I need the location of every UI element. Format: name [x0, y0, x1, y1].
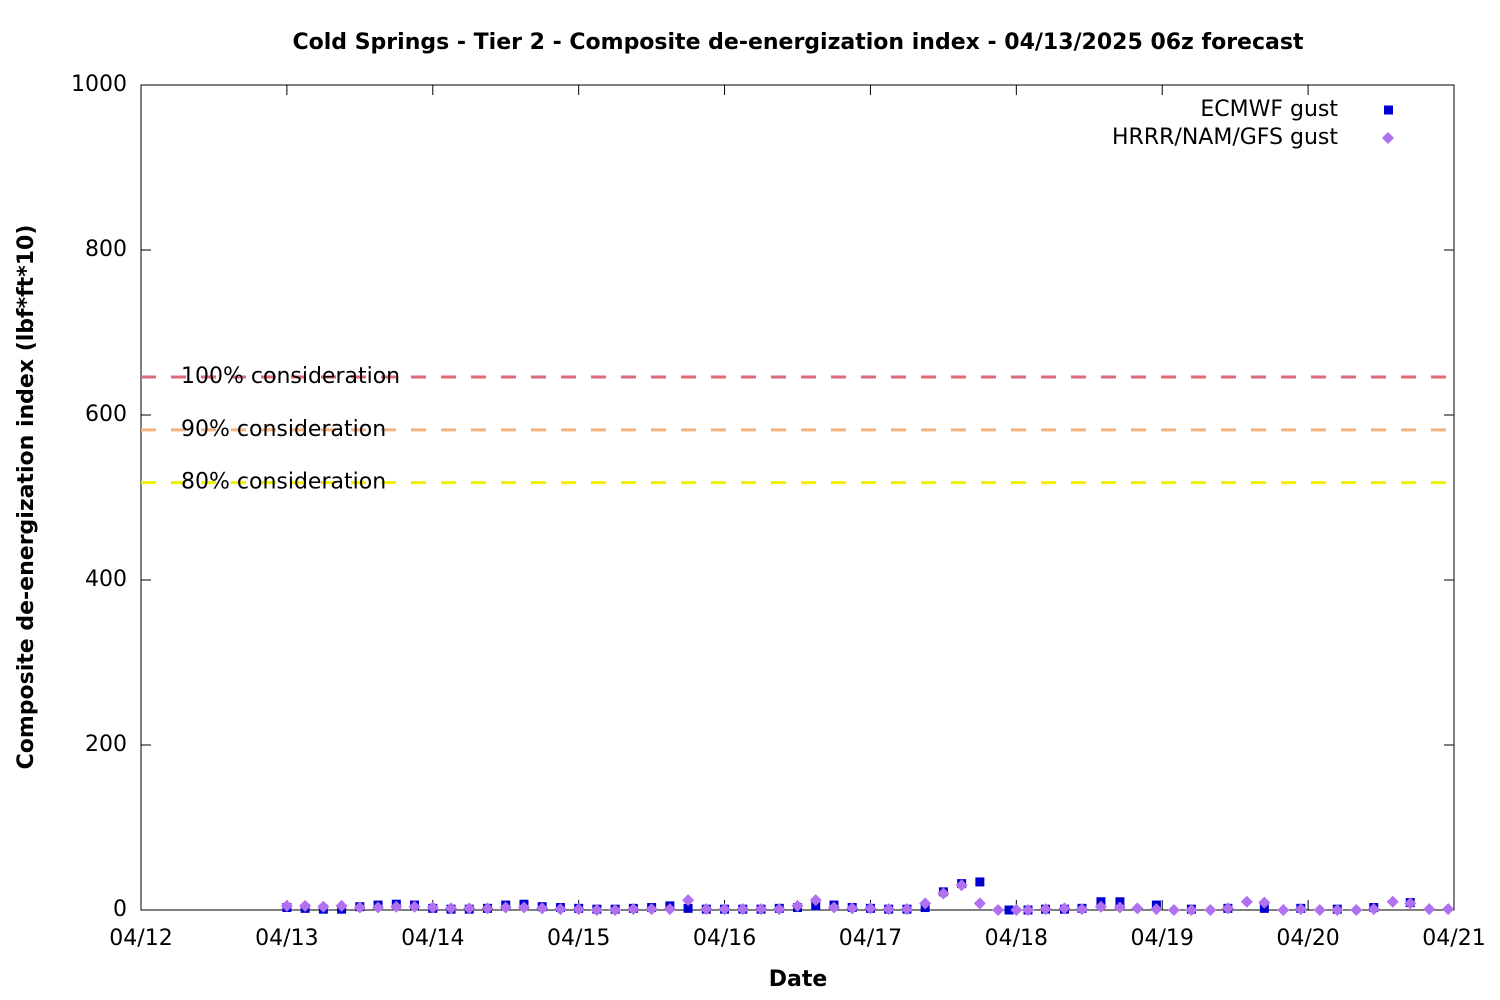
data-point [627, 903, 640, 916]
data-point [572, 903, 585, 916]
threshold-label: 80% consideration [181, 470, 386, 495]
data-point [846, 902, 859, 915]
data-point [827, 901, 840, 914]
data-point [408, 900, 421, 913]
plot-frame [140, 84, 1455, 911]
x-tick-label: 04/18 [985, 926, 1048, 951]
data-point [426, 901, 439, 914]
data-point [809, 894, 822, 907]
data-point [864, 902, 877, 915]
data-point [1442, 903, 1455, 916]
data-point [1240, 895, 1253, 908]
legend-label: ECMWF gust [1200, 97, 1338, 122]
x-axis-title: Date [769, 967, 828, 992]
data-point [463, 902, 476, 915]
data-point [937, 887, 950, 900]
chart-title: Cold Springs - Tier 2 - Composite de-ene… [293, 30, 1304, 55]
data-point [1277, 904, 1290, 916]
data-point [590, 904, 603, 916]
data-point [1367, 903, 1380, 916]
data-point [919, 897, 932, 910]
threshold-label: 100% consideration [181, 364, 400, 389]
data-point [1350, 904, 1363, 916]
legend-marker [1384, 105, 1393, 115]
x-tick-label: 04/17 [839, 926, 902, 951]
x-tick-label: 04/21 [1422, 926, 1485, 951]
data-point [1094, 900, 1107, 913]
data-point [700, 903, 713, 916]
data-point [718, 903, 731, 916]
data-point [992, 904, 1005, 916]
data-point [773, 903, 786, 916]
x-tick-label: 04/16 [693, 926, 756, 951]
data-point [1386, 895, 1399, 908]
x-tick-label: 04/13 [255, 926, 318, 951]
data-point [900, 903, 913, 916]
data-point [973, 897, 986, 910]
data-point [1131, 902, 1144, 915]
data-point [299, 899, 312, 912]
data-point [609, 904, 622, 916]
data-point [882, 903, 895, 916]
data-point [1404, 897, 1417, 910]
data-point [353, 901, 366, 914]
data-point [1075, 903, 1088, 916]
data-point [1010, 904, 1023, 916]
y-tick-label: 600 [85, 402, 127, 427]
data-point [645, 903, 658, 916]
y-tick-label: 800 [85, 237, 127, 262]
data-point [1258, 896, 1271, 909]
legend-label: HRRR/NAM/GFS gust [1112, 125, 1338, 150]
data-point [975, 877, 985, 887]
data-point [1150, 903, 1163, 916]
data-point [499, 901, 512, 914]
data-point [1423, 903, 1436, 916]
data-point [791, 899, 804, 912]
data-point [1294, 903, 1307, 916]
data-point [1331, 904, 1344, 916]
data-point [755, 903, 768, 916]
data-point [683, 903, 693, 913]
data-point [1039, 903, 1052, 916]
x-tick-label: 04/20 [1276, 926, 1339, 951]
data-point [335, 899, 348, 912]
x-tick-label: 04/12 [109, 926, 172, 951]
x-tick-label: 04/19 [1131, 926, 1194, 951]
data-point [481, 902, 494, 915]
y-tick-label: 200 [85, 732, 127, 757]
data-point [517, 901, 530, 914]
data-point [1004, 905, 1014, 915]
y-tick-label: 1000 [71, 72, 127, 97]
data-point [736, 903, 749, 916]
data-point [663, 903, 676, 916]
x-tick-label: 04/14 [401, 926, 464, 951]
data-point [390, 900, 403, 913]
data-point [1113, 901, 1126, 914]
data-point [1185, 904, 1198, 916]
data-point [1313, 904, 1326, 916]
x-tick-label: 04/15 [547, 926, 610, 951]
data-point [682, 894, 695, 907]
data-point [554, 903, 567, 916]
data-point [280, 899, 293, 912]
threshold-label: 90% consideration [181, 417, 386, 442]
legend-marker [1382, 132, 1394, 144]
y-tick-label: 400 [85, 567, 127, 592]
data-point [1204, 904, 1217, 916]
data-point [1167, 904, 1180, 916]
data-point [1058, 902, 1071, 915]
data-point [372, 901, 385, 914]
y-tick-label: 0 [113, 897, 127, 922]
data-point [317, 900, 330, 913]
data-point [1022, 904, 1035, 916]
y-axis-title: Composite de-energization index (lbf*ft*… [14, 225, 39, 770]
data-point [955, 879, 968, 892]
data-point [445, 902, 458, 915]
data-point [536, 902, 549, 915]
data-point [1221, 902, 1234, 915]
